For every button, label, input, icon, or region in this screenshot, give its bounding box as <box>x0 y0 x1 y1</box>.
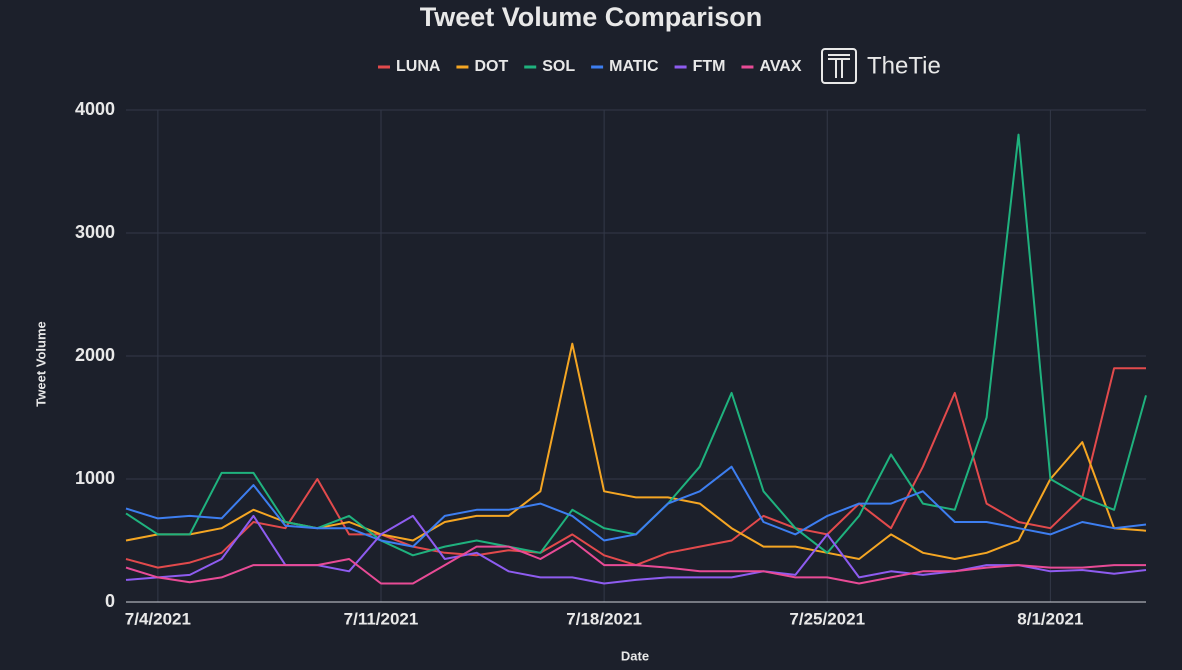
y-tick-label: 2000 <box>75 345 115 365</box>
legend-item[interactable]: MATIC <box>591 58 659 75</box>
legend-label: MATIC <box>609 58 659 75</box>
x-tick-label: 7/25/2021 <box>789 609 865 628</box>
series-line <box>125 465 1147 548</box>
y-tick-label: 1000 <box>75 468 115 488</box>
legend-label: AVAX <box>759 58 801 75</box>
legend-label: DOT <box>474 58 508 75</box>
x-tick-label: 7/4/2021 <box>125 609 191 628</box>
legend-label: FTM <box>693 58 726 75</box>
x-tick-label: 7/11/2021 <box>344 609 419 628</box>
series-line <box>125 133 1147 557</box>
legend-label: LUNA <box>396 58 441 75</box>
x-tick-label: 8/1/2021 <box>1017 609 1083 628</box>
legend-item[interactable]: SOL <box>524 58 575 75</box>
y-tick-label: 0 <box>105 591 115 611</box>
y-tick-label: 4000 <box>75 99 115 119</box>
legend-item[interactable]: LUNA <box>378 58 441 75</box>
legend-item[interactable]: FTM <box>674 58 726 75</box>
brand-name: TheTie <box>867 52 941 79</box>
series-line <box>125 539 1146 585</box>
x-tick-label: 7/18/2021 <box>566 609 642 628</box>
logo-mark <box>828 54 850 78</box>
logo-box <box>821 48 857 84</box>
x-axis-label: Date <box>621 648 649 663</box>
series-line <box>125 367 1146 569</box>
y-tick-label: 3000 <box>75 222 115 242</box>
brand-logo: TheTie <box>821 48 941 84</box>
legend-label: SOL <box>542 58 575 75</box>
y-axis-label: Tweet Volume <box>33 321 48 406</box>
chart-title: Tweet Volume Comparison <box>420 2 763 32</box>
legend-item[interactable]: DOT <box>456 58 508 75</box>
legend-item[interactable]: AVAX <box>741 58 802 75</box>
